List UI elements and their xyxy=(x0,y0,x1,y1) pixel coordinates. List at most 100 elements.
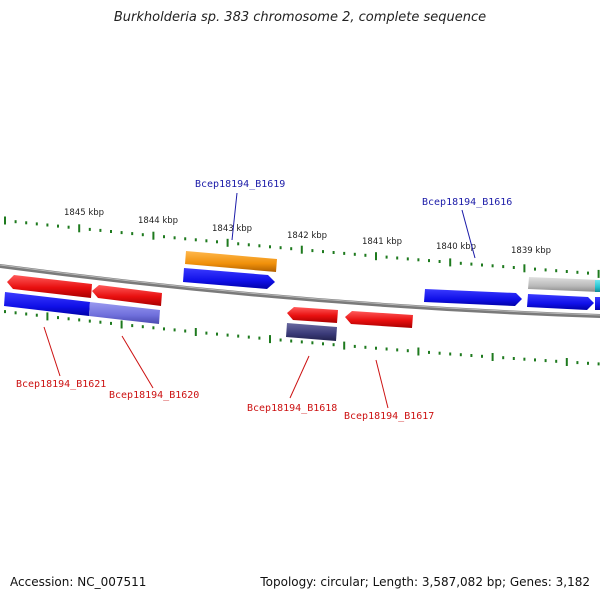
major-tick xyxy=(375,252,377,261)
minor-tick xyxy=(67,225,70,229)
major-tick xyxy=(491,353,494,361)
minor-tick xyxy=(110,230,112,233)
major-tick xyxy=(300,245,303,254)
gene-label-b1617[interactable]: Bcep18194_B1617 xyxy=(344,411,434,422)
minor-tick xyxy=(428,259,430,263)
kbp-scale-labels: 1845 kbp 1844 kbp 1843 kbp 1842 kbp 1841… xyxy=(64,208,551,256)
topology-text: Topology: circular; Length: 3,587,082 bp… xyxy=(260,575,590,589)
outer-ruler-ticks xyxy=(4,216,600,278)
minor-tick xyxy=(523,357,526,361)
minor-tick xyxy=(555,269,558,273)
minor-tick xyxy=(576,270,579,274)
major-tick xyxy=(565,358,568,366)
minor-tick xyxy=(67,317,70,321)
minor-tick xyxy=(25,221,28,225)
gene-labels: Bcep18194_B1619 Bcep18194_B1616 Bcep1819… xyxy=(16,179,512,422)
gene-red-b1617[interactable] xyxy=(345,311,413,328)
minor-tick xyxy=(587,361,589,365)
minor-tick xyxy=(247,335,250,339)
minor-tick xyxy=(258,244,261,248)
minor-tick xyxy=(491,264,494,268)
minor-tick xyxy=(512,266,515,269)
gene-red-b1618[interactable] xyxy=(287,307,338,323)
major-tick xyxy=(120,320,123,329)
minor-tick xyxy=(35,222,38,226)
minor-tick xyxy=(131,324,134,328)
kbp-label: 1841 kbp xyxy=(362,237,402,247)
kbp-label: 1843 kbp xyxy=(212,224,252,234)
minor-tick xyxy=(226,333,229,337)
major-tick xyxy=(152,231,155,240)
major-tick xyxy=(46,312,49,321)
minor-tick xyxy=(163,327,165,331)
gene-red-b1621[interactable] xyxy=(7,275,92,298)
minor-tick xyxy=(35,313,38,317)
minor-tick xyxy=(152,326,155,330)
reverse-genes xyxy=(4,275,413,341)
minor-tick xyxy=(88,319,91,323)
major-tick xyxy=(597,269,600,278)
gene-label-b1620[interactable]: Bcep18194_B1620 xyxy=(109,390,199,401)
minor-tick xyxy=(237,334,240,338)
minor-tick xyxy=(385,347,388,351)
gene-navy-b1618[interactable] xyxy=(286,323,337,341)
gene-label-b1616[interactable]: Bcep18194_B1616 xyxy=(422,197,512,208)
kbp-label: 1845 kbp xyxy=(64,208,104,218)
minor-tick xyxy=(396,256,399,260)
minor-tick xyxy=(364,253,367,257)
minor-tick xyxy=(290,247,293,251)
minor-tick xyxy=(406,257,409,261)
gene-blue-right[interactable] xyxy=(527,294,594,310)
major-tick xyxy=(78,224,81,233)
minor-tick xyxy=(290,339,293,343)
minor-tick xyxy=(141,325,144,329)
minor-tick xyxy=(25,312,28,316)
gene-label-b1618[interactable]: Bcep18194_B1618 xyxy=(247,403,337,414)
minor-tick xyxy=(428,350,430,354)
minor-tick xyxy=(332,251,335,254)
minor-tick xyxy=(332,343,335,347)
minor-tick xyxy=(14,311,17,315)
major-tick xyxy=(194,328,197,336)
minor-tick xyxy=(247,243,250,247)
minor-tick xyxy=(57,316,59,320)
gene-blue-b1616[interactable] xyxy=(424,289,522,306)
gene-blue-b1621[interactable] xyxy=(4,292,90,316)
minor-tick xyxy=(269,245,271,249)
minor-tick xyxy=(438,260,441,263)
inner-ruler-ticks xyxy=(4,310,600,366)
minor-tick xyxy=(99,228,102,232)
minor-tick xyxy=(576,361,579,365)
kbp-label: 1842 kbp xyxy=(287,231,327,241)
minor-tick xyxy=(353,344,356,348)
gene-blue-edge[interactable] xyxy=(595,297,600,310)
gene-gray[interactable] xyxy=(528,277,600,292)
minor-tick xyxy=(555,359,558,363)
minor-tick xyxy=(375,346,377,350)
major-tick xyxy=(417,347,420,356)
gene-label-b1619[interactable]: Bcep18194_B1619 xyxy=(195,179,285,190)
gene-red-b1620[interactable] xyxy=(92,285,162,306)
minor-tick xyxy=(88,227,91,231)
minor-tick xyxy=(216,240,218,244)
minor-tick xyxy=(311,249,314,253)
gene-blue-b1619[interactable] xyxy=(183,268,275,289)
minor-tick xyxy=(417,258,420,262)
minor-tick xyxy=(322,342,324,346)
minor-tick xyxy=(597,362,600,366)
accession-text: Accession: NC_007511 xyxy=(10,575,147,589)
gene-lavender-b1620[interactable] xyxy=(89,302,160,324)
gene-cyan[interactable] xyxy=(595,280,600,292)
minor-tick xyxy=(131,232,134,236)
minor-tick xyxy=(587,271,589,275)
minor-tick xyxy=(512,357,515,360)
minor-tick xyxy=(163,235,165,239)
minor-tick xyxy=(57,224,59,228)
minor-tick xyxy=(184,329,187,333)
minor-tick xyxy=(258,336,261,340)
minor-tick xyxy=(184,237,187,241)
gene-orange-b1619[interactable] xyxy=(185,251,277,272)
gene-label-b1621[interactable]: Bcep18194_B1621 xyxy=(16,379,106,390)
minor-tick xyxy=(4,310,6,314)
minor-tick xyxy=(396,348,399,352)
